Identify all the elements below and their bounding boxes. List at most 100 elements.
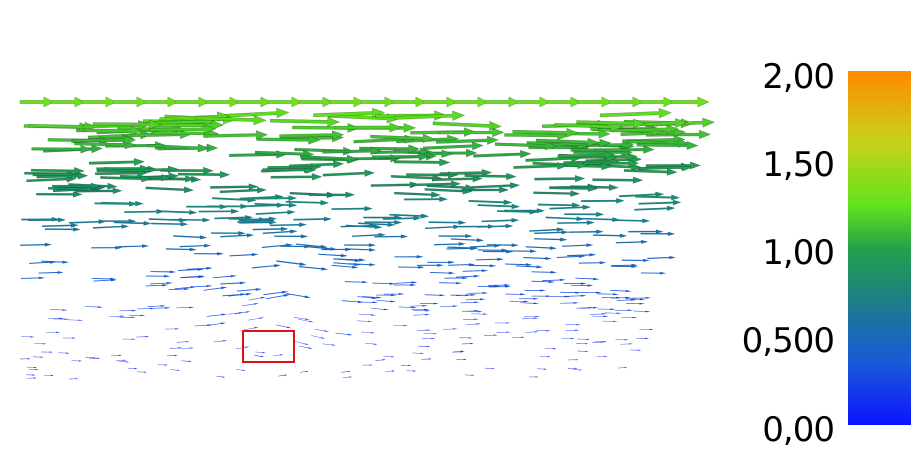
velocity-arrow (549, 295, 571, 298)
velocity-arrow (460, 301, 480, 304)
velocity-arrow (116, 359, 127, 361)
velocity-arrow (273, 354, 284, 356)
velocity-arrow (236, 96, 272, 108)
velocity-arrow (69, 378, 79, 380)
velocity-arrow (438, 234, 473, 239)
velocity-arrow (85, 357, 97, 359)
velocity-arrow (617, 367, 628, 369)
velocity-arrow (322, 343, 336, 346)
velocity-arrow (356, 320, 373, 322)
velocity-arrow (484, 96, 520, 108)
velocity-arrow (534, 230, 570, 235)
velocity-arrow (450, 238, 485, 243)
velocity-arrow (401, 364, 412, 366)
velocity-arrow (418, 345, 431, 348)
velocity-arrow (469, 244, 502, 248)
velocity-arrow (594, 341, 608, 343)
velocity-arrow (28, 368, 39, 371)
velocity-arrow (149, 281, 173, 285)
velocity-arrow (531, 270, 557, 274)
velocity-arrow (567, 253, 597, 257)
velocity-arrow (631, 296, 652, 299)
velocity-arrow (137, 371, 147, 373)
velocity-arrow (580, 291, 602, 294)
velocity-arrow (568, 359, 579, 361)
velocity-arrow (75, 187, 123, 195)
velocity-arrow (409, 304, 428, 307)
velocity-arrow (515, 96, 551, 108)
velocity-arrow (322, 169, 376, 177)
velocity-arrow (151, 221, 189, 227)
velocity-arrow (645, 161, 702, 170)
velocity-arrow (174, 96, 210, 108)
velocity-arrow (611, 265, 638, 269)
velocity-arrow (488, 285, 511, 288)
velocity-arrow (371, 152, 431, 161)
velocity-arrow (194, 324, 213, 327)
velocity-arrow (58, 352, 70, 354)
velocity-arrow (557, 220, 595, 225)
velocity-arrow (293, 317, 310, 320)
velocity-arrow (564, 211, 605, 217)
velocity-arrow (589, 313, 607, 315)
velocity-arrow (412, 352, 424, 354)
velocity-arrow (351, 232, 386, 237)
velocity-arrow (544, 348, 557, 350)
velocity-arrow (370, 181, 420, 189)
velocity-arrow (274, 234, 309, 239)
velocity-arrow (620, 343, 633, 345)
velocity-arrow (459, 224, 496, 229)
velocity-arrow (473, 149, 532, 159)
velocity-arrows (19, 96, 716, 380)
velocity-arrow (213, 340, 228, 343)
velocity-arrow (423, 333, 438, 335)
velocity-arrow (496, 331, 511, 333)
velocity-arrow (333, 258, 362, 262)
velocity-arrow (342, 376, 352, 378)
velocity-arrow (394, 191, 442, 198)
velocity-arrow (442, 328, 458, 330)
velocity-arrow (591, 315, 609, 318)
velocity-arrow (468, 199, 513, 206)
velocity-arrow (523, 316, 541, 318)
velocity-arrow (306, 245, 338, 251)
velocity-arrow (509, 300, 530, 303)
velocity-arrow (119, 316, 136, 319)
velocity-arrow (469, 264, 497, 268)
velocity-arrow (276, 260, 307, 266)
velocity-arrow (519, 297, 539, 300)
velocity-arrow (92, 224, 130, 229)
velocity-arrow (94, 201, 138, 207)
velocity-arrow (611, 218, 651, 224)
velocity-arrow (298, 265, 329, 271)
colorbar-tick-label: 2,00 (762, 57, 835, 97)
velocity-arrow (176, 306, 195, 309)
velocity-arrow (608, 96, 644, 108)
velocity-arrow (393, 324, 409, 327)
velocity-arrow (428, 220, 467, 225)
velocity-arrow (28, 121, 98, 132)
velocity-arrow (252, 195, 298, 201)
velocity-arrow (376, 300, 396, 303)
velocity-arrow (546, 96, 582, 108)
velocity-arrow (435, 135, 499, 145)
velocity-arrow (91, 245, 123, 250)
velocity-arrow (150, 270, 177, 274)
velocity-arrow (439, 281, 463, 285)
velocity-arrow (236, 369, 246, 371)
velocity-arrow (145, 186, 195, 194)
velocity-arrow (295, 341, 310, 346)
velocity-arrow (341, 370, 351, 373)
velocity-arrow (549, 204, 591, 210)
velocity-arrow (494, 322, 511, 324)
velocity-arrow (180, 275, 205, 278)
velocity-arrow (318, 253, 348, 258)
velocity-arrow (174, 286, 197, 290)
velocity-arrow (580, 307, 599, 309)
velocity-arrow (471, 313, 489, 315)
velocity-arrow (279, 130, 345, 140)
velocity-arrow (413, 309, 431, 312)
velocity-arrow (286, 293, 311, 299)
velocity-arrow (477, 203, 521, 210)
velocity-arrow (334, 122, 403, 133)
